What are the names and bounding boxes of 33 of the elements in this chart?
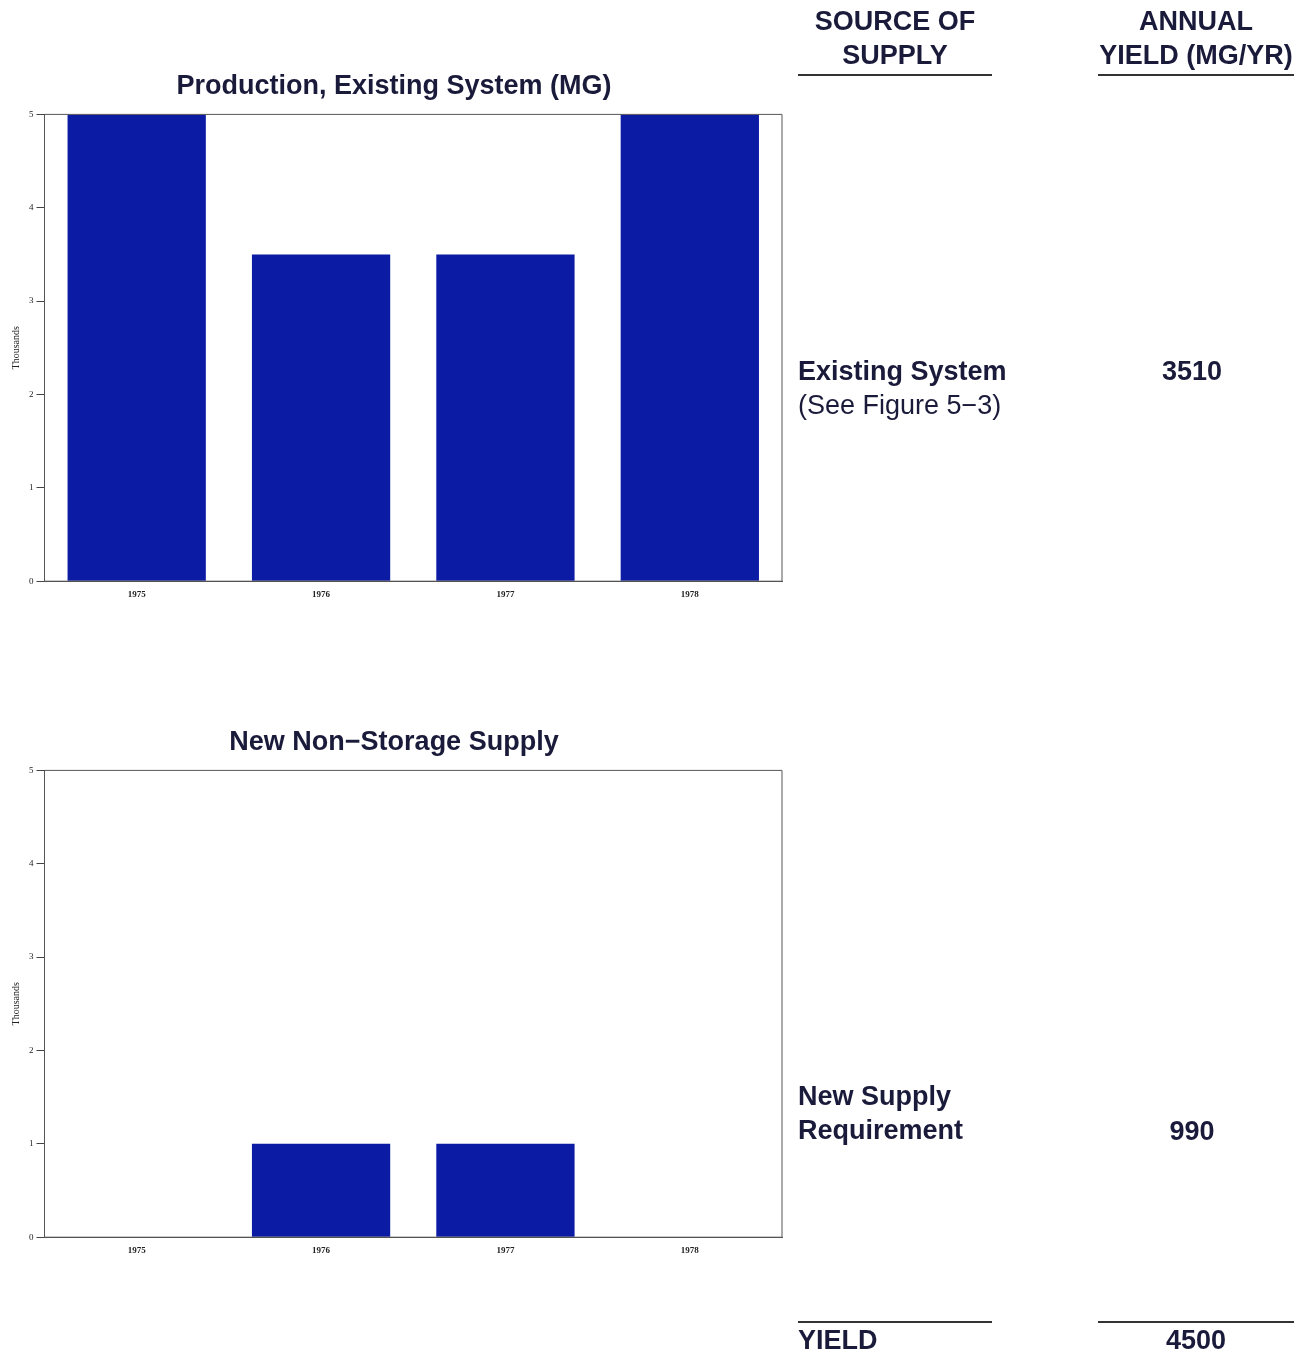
y-tick-label: 5 bbox=[29, 764, 34, 775]
text: (See Figure 5−3) bbox=[798, 389, 1003, 422]
text: ANNUAL YIELD (MG/YR) bbox=[1098, 4, 1294, 76]
text: New Supply Requirement bbox=[798, 1080, 965, 1147]
x-tick-label: 1977 bbox=[496, 588, 515, 599]
y-axis-title: Thousands bbox=[9, 326, 21, 370]
source-note: SOURCE OF SUPPLY bbox=[798, 4, 992, 76]
x-tick-label: 1975 bbox=[127, 588, 147, 599]
y-tick-label: 2 bbox=[29, 1044, 34, 1055]
y-tick-label: 0 bbox=[29, 1231, 34, 1242]
text: 990 bbox=[1168, 1115, 1216, 1148]
y-tick-label: 5 bbox=[29, 108, 34, 119]
chart-title: Production, Existing System (MG) bbox=[176, 69, 612, 100]
x-tick-label: 1975 bbox=[127, 1244, 147, 1255]
text: 3510 bbox=[1160, 355, 1224, 388]
y-tick-label: 3 bbox=[29, 295, 34, 306]
text: Existing System bbox=[798, 355, 1008, 388]
chart-title: New Non−Storage Supply bbox=[229, 725, 559, 756]
y-tick-label: 0 bbox=[29, 575, 34, 586]
y-axis-title: Thousands bbox=[9, 982, 21, 1026]
y-tick-label: 4 bbox=[29, 202, 34, 213]
y-tick-label: 4 bbox=[29, 858, 34, 869]
x-tick-label: 1978 bbox=[680, 1244, 700, 1255]
x-tick-label: 1978 bbox=[680, 588, 700, 599]
x-tick-label: 1976 bbox=[312, 588, 331, 599]
y-tick-label: 1 bbox=[29, 1138, 34, 1149]
x-tick-label: 1976 bbox=[312, 1244, 331, 1255]
y-tick-label: 1 bbox=[29, 482, 34, 493]
text: 4500 bbox=[1098, 1321, 1294, 1353]
x-tick-label: 1977 bbox=[496, 1244, 515, 1255]
y-tick-label: 2 bbox=[29, 388, 34, 399]
y-tick-label: 3 bbox=[29, 951, 34, 962]
text: YIELD bbox=[798, 1321, 992, 1353]
